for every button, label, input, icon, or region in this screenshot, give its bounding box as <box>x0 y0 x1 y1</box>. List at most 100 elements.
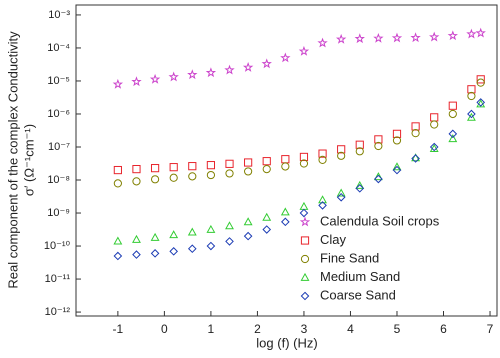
data-point <box>448 129 458 139</box>
data-point <box>262 225 272 234</box>
y-tick-label: 10⁻⁷ <box>48 141 70 153</box>
y-axis-unit: σ′ (Ω⁻¹cm⁻¹) <box>21 124 36 196</box>
y-tick-label: 10⁻⁸ <box>47 174 70 186</box>
data-point <box>355 147 364 156</box>
data-point <box>262 157 271 166</box>
data-point <box>448 109 457 119</box>
data-point <box>317 37 328 48</box>
data-point <box>280 207 290 216</box>
data-point <box>411 122 420 131</box>
data-point <box>187 227 197 236</box>
data-point <box>131 76 142 87</box>
data-point <box>225 221 234 230</box>
data-point <box>318 195 328 204</box>
data-point <box>318 155 327 164</box>
legend-marker <box>300 236 310 245</box>
y-tick-label: 10⁻⁵ <box>47 75 70 87</box>
x-axis-label: log (f) (Hz) <box>256 335 317 350</box>
data-point <box>187 69 198 80</box>
y-tick-label: 10⁻⁶ <box>47 108 70 120</box>
data-point <box>476 75 485 84</box>
data-point <box>132 250 141 259</box>
data-point <box>467 85 476 94</box>
data-point <box>169 173 178 182</box>
data-point <box>261 58 272 69</box>
data-point <box>150 164 160 173</box>
data-point <box>392 129 402 138</box>
data-point <box>410 32 421 43</box>
x-tick-label: 0 <box>161 322 168 336</box>
y-tick-label: 10⁻¹¹ <box>45 273 71 285</box>
data-point <box>336 188 346 197</box>
data-point <box>187 244 197 254</box>
y-tick-label: 10⁻¹² <box>45 306 71 318</box>
legend-label: Coarse Sand <box>320 287 396 302</box>
x-tick-label: 7 <box>487 322 494 336</box>
data-point <box>299 208 309 218</box>
data-point <box>150 175 160 184</box>
y-tick-label: 10⁻¹⁰ <box>44 240 71 252</box>
data-point <box>448 134 458 143</box>
data-point <box>467 91 476 101</box>
y-tick-label: 10⁻⁹ <box>47 207 70 219</box>
data-point <box>337 145 346 154</box>
data-point <box>299 201 309 210</box>
data-point <box>335 33 347 44</box>
data-point <box>355 184 365 193</box>
data-point <box>337 151 346 160</box>
data-point <box>467 109 476 119</box>
data-point <box>318 201 327 210</box>
data-point <box>206 241 216 251</box>
plot-frame <box>75 4 498 317</box>
legend-marker <box>300 254 310 264</box>
data-point <box>392 136 402 145</box>
data-point <box>188 162 197 171</box>
x-tick-label: 6 <box>440 322 447 336</box>
data-point <box>149 73 161 84</box>
data-point <box>188 172 197 181</box>
data-point <box>113 251 123 261</box>
data-point <box>206 161 216 170</box>
legend-label: Fine Sand <box>320 250 379 265</box>
data-point <box>281 155 290 164</box>
data-point <box>169 230 179 239</box>
data-point <box>262 165 271 174</box>
data-point <box>281 217 290 227</box>
y-tick-label: 10⁻³ <box>48 9 70 21</box>
legend-marker <box>300 291 310 301</box>
data-point <box>225 169 234 178</box>
data-point <box>132 165 141 174</box>
data-point <box>475 27 486 38</box>
data-point <box>280 52 291 63</box>
data-point <box>374 135 383 144</box>
data-point <box>411 154 420 163</box>
data-point <box>476 98 486 107</box>
x-tick-label: 3 <box>301 322 308 336</box>
data-point <box>206 170 216 180</box>
data-point <box>206 224 216 233</box>
data-point <box>429 142 439 152</box>
data-point <box>299 152 309 162</box>
x-tick-label: 1 <box>208 322 215 336</box>
legend-label: Calendula Soil crops <box>320 213 440 228</box>
y-axis-label: Real component of the complex Conductivi… <box>5 31 20 289</box>
data-point <box>242 61 254 72</box>
data-point <box>169 247 178 256</box>
data-point <box>113 165 122 175</box>
data-point <box>411 129 420 138</box>
y-tick-label: 10⁻⁴ <box>47 42 70 54</box>
data-point <box>476 78 485 87</box>
data-point <box>243 217 253 226</box>
legend-label: Clay <box>320 232 347 247</box>
data-point <box>374 141 383 151</box>
data-point <box>355 180 365 189</box>
data-point <box>298 45 310 56</box>
data-point <box>243 231 253 241</box>
data-point <box>112 78 124 89</box>
data-point <box>318 149 327 158</box>
data-point <box>392 162 402 171</box>
data-point <box>281 162 290 171</box>
data-point <box>466 112 476 121</box>
data-point <box>168 71 179 82</box>
